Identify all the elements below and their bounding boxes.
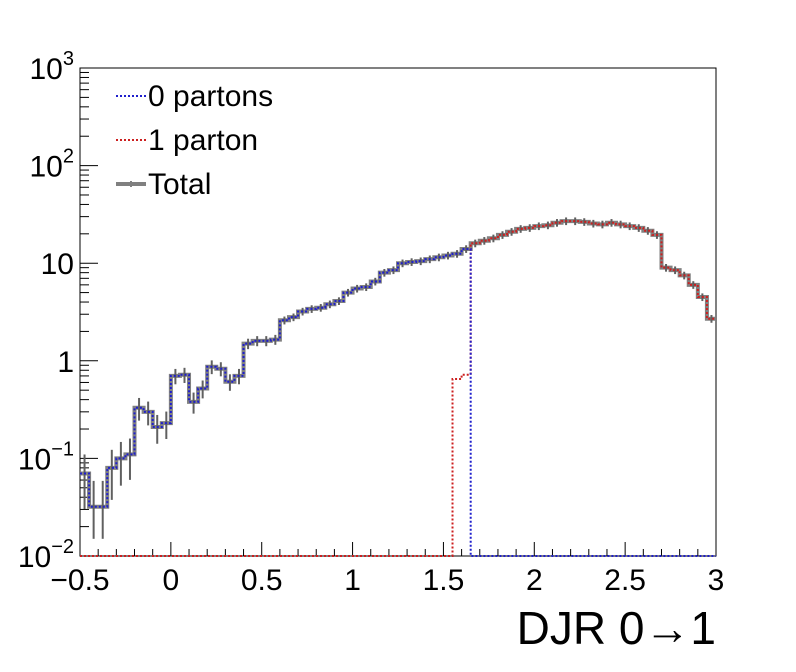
series-line-0-partons [80,247,716,557]
x-tick-label: 2.5 [604,564,646,597]
series-layer [80,217,716,557]
legend-label: 0 partons [148,80,273,113]
legend: 0 partons 1 parton Total [116,80,273,201]
y-axis-major-ticks: 10−2 10−1 1 10 102 103 [18,48,98,574]
y-tick-label: 10−1 [18,438,74,476]
x-axis-title: DJR 0→1 [517,602,716,654]
x-tick-label: 2 [526,564,543,597]
x-tick-label: 1 [344,564,361,597]
y-tick-label: 10−2 [18,536,74,574]
y-tick-label: 102 [30,146,75,184]
y-tick-label: 1 [57,346,74,379]
x-tick-label: −0.5 [50,564,109,597]
x-tick-label: 3 [708,564,725,597]
x-tick-label: 0 [163,564,180,597]
x-tick-label: 1.5 [423,564,465,597]
series-line-1-parton [80,220,716,557]
y-tick-label: 10 [41,248,74,281]
x-axis-ticks: −0.5 0 0.5 1 1.5 2 2.5 3 [50,542,724,597]
legend-label: 1 parton [148,124,258,157]
x-tick-label: 0.5 [241,564,283,597]
y-tick-label: 103 [30,48,75,86]
legend-label: Total [148,168,211,201]
